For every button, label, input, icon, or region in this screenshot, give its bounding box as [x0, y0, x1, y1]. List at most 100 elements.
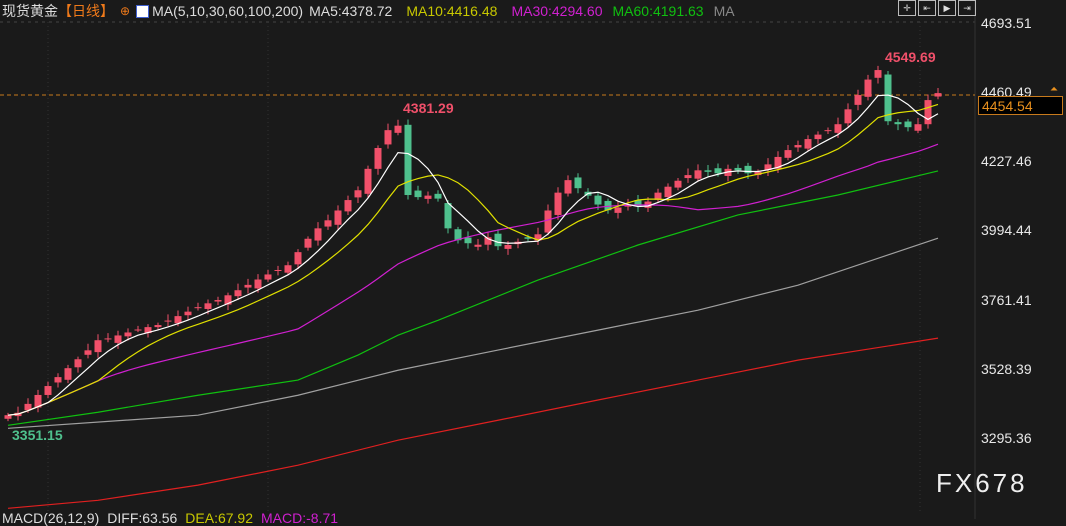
- candle: [364, 168, 372, 194]
- candle: [294, 252, 302, 265]
- y-tick: 4693.51: [981, 15, 1032, 31]
- candle: [784, 150, 792, 158]
- ma60-value: MA60:4191.63: [612, 3, 704, 19]
- candle: [424, 195, 432, 199]
- y-tick: 3295.36: [981, 430, 1032, 446]
- candle: [224, 295, 232, 305]
- y-tick: 3528.39: [981, 361, 1032, 377]
- candle: [284, 265, 292, 273]
- candle: [454, 229, 462, 241]
- candle: [634, 200, 642, 207]
- candle: [764, 164, 772, 171]
- candle: [174, 316, 182, 324]
- candle: [894, 122, 902, 125]
- macd-legend: MACD(26,12,9) DIFF:63.56 DEA:67.92 MACD:…: [2, 510, 338, 526]
- candle: [94, 340, 102, 353]
- current-price-box: 4454.54: [978, 96, 1063, 115]
- candle: [884, 74, 892, 122]
- candle: [594, 195, 602, 205]
- candle: [104, 338, 112, 340]
- candle: [464, 237, 472, 244]
- indicator-icon[interactable]: [136, 4, 150, 18]
- ma10-value: MA10:4416.48: [406, 3, 498, 19]
- candle: [574, 177, 582, 189]
- candle: [554, 192, 562, 215]
- period-selector[interactable]: 【日线】: [58, 3, 114, 19]
- candle: [874, 70, 882, 78]
- candle: [134, 329, 142, 331]
- chart-toolbar: ✛ ⇤ ▶ ⇥: [898, 0, 976, 16]
- candle: [114, 335, 122, 343]
- ma200-line: [7, 337, 939, 509]
- exit-icon[interactable]: ⇥: [958, 0, 976, 16]
- macd-value: MACD:-8.71: [261, 510, 339, 526]
- candle: [124, 332, 132, 337]
- candle: [824, 130, 832, 132]
- candle: [194, 307, 202, 309]
- candle: [404, 124, 412, 196]
- candle: [334, 210, 342, 225]
- candle: [754, 171, 762, 176]
- crosshair-icon[interactable]: ✛: [898, 0, 916, 16]
- candle: [674, 180, 682, 188]
- chart-header: 现货黄金 【日线】 ⊕ MA(5,10,30,60,100,200) MA5:4…: [2, 1, 735, 21]
- candle: [394, 125, 402, 133]
- candle: [794, 145, 802, 148]
- candle: [534, 234, 542, 241]
- candle: [904, 121, 912, 128]
- instrument-title: 现货黄金: [2, 3, 58, 19]
- high-label: 4381.29: [403, 100, 454, 116]
- scroll-up-icon[interactable]: ⏶: [1050, 84, 1058, 95]
- candle: [344, 200, 352, 212]
- candle: [274, 269, 282, 271]
- ma-more: MA: [713, 3, 735, 19]
- candle: [324, 220, 332, 227]
- ma30-line: [7, 143, 939, 416]
- candle: [854, 95, 862, 105]
- candle: [474, 244, 482, 247]
- candle: [44, 386, 52, 395]
- candle: [354, 190, 362, 198]
- candle: [484, 237, 492, 245]
- candle: [814, 134, 822, 140]
- candle: [24, 403, 32, 411]
- candle: [84, 350, 92, 355]
- candle: [414, 190, 422, 198]
- candle: [704, 170, 712, 172]
- crosshair-toggle-icon[interactable]: ⊕: [120, 4, 131, 18]
- candle: [64, 368, 72, 380]
- watermark: FX678: [936, 468, 1028, 498]
- candle: [434, 193, 442, 199]
- low-label: 3351.15: [12, 427, 63, 443]
- candle: [384, 130, 392, 145]
- indicator-name[interactable]: MA(5,10,30,60,100,200): [152, 3, 304, 19]
- high-label: 4549.69: [885, 49, 936, 65]
- candle: [444, 203, 452, 229]
- macd-label: MACD(26,12,9): [2, 510, 100, 526]
- candle: [654, 192, 662, 200]
- candle: [264, 274, 272, 280]
- candle: [204, 303, 212, 309]
- candle: [774, 156, 782, 169]
- play-icon[interactable]: ▶: [938, 0, 956, 16]
- macd-dea: DEA:67.92: [185, 510, 254, 526]
- candle: [304, 238, 312, 248]
- candle: [504, 245, 512, 249]
- candle: [734, 167, 742, 171]
- candle: [614, 207, 622, 213]
- candle: [564, 180, 572, 194]
- candle: [684, 175, 692, 179]
- candle: [234, 290, 242, 297]
- ma30-value: MA30:4294.60: [511, 3, 603, 19]
- candle: [144, 327, 152, 334]
- candle: [184, 311, 192, 316]
- ma5-value: MA5:4378.72: [309, 3, 393, 19]
- candle: [914, 124, 922, 131]
- y-tick: 3761.41: [981, 292, 1032, 308]
- candle: [4, 415, 12, 419]
- candle: [314, 228, 322, 241]
- candle: [374, 148, 382, 169]
- step-back-icon[interactable]: ⇤: [918, 0, 936, 16]
- candle: [74, 359, 82, 368]
